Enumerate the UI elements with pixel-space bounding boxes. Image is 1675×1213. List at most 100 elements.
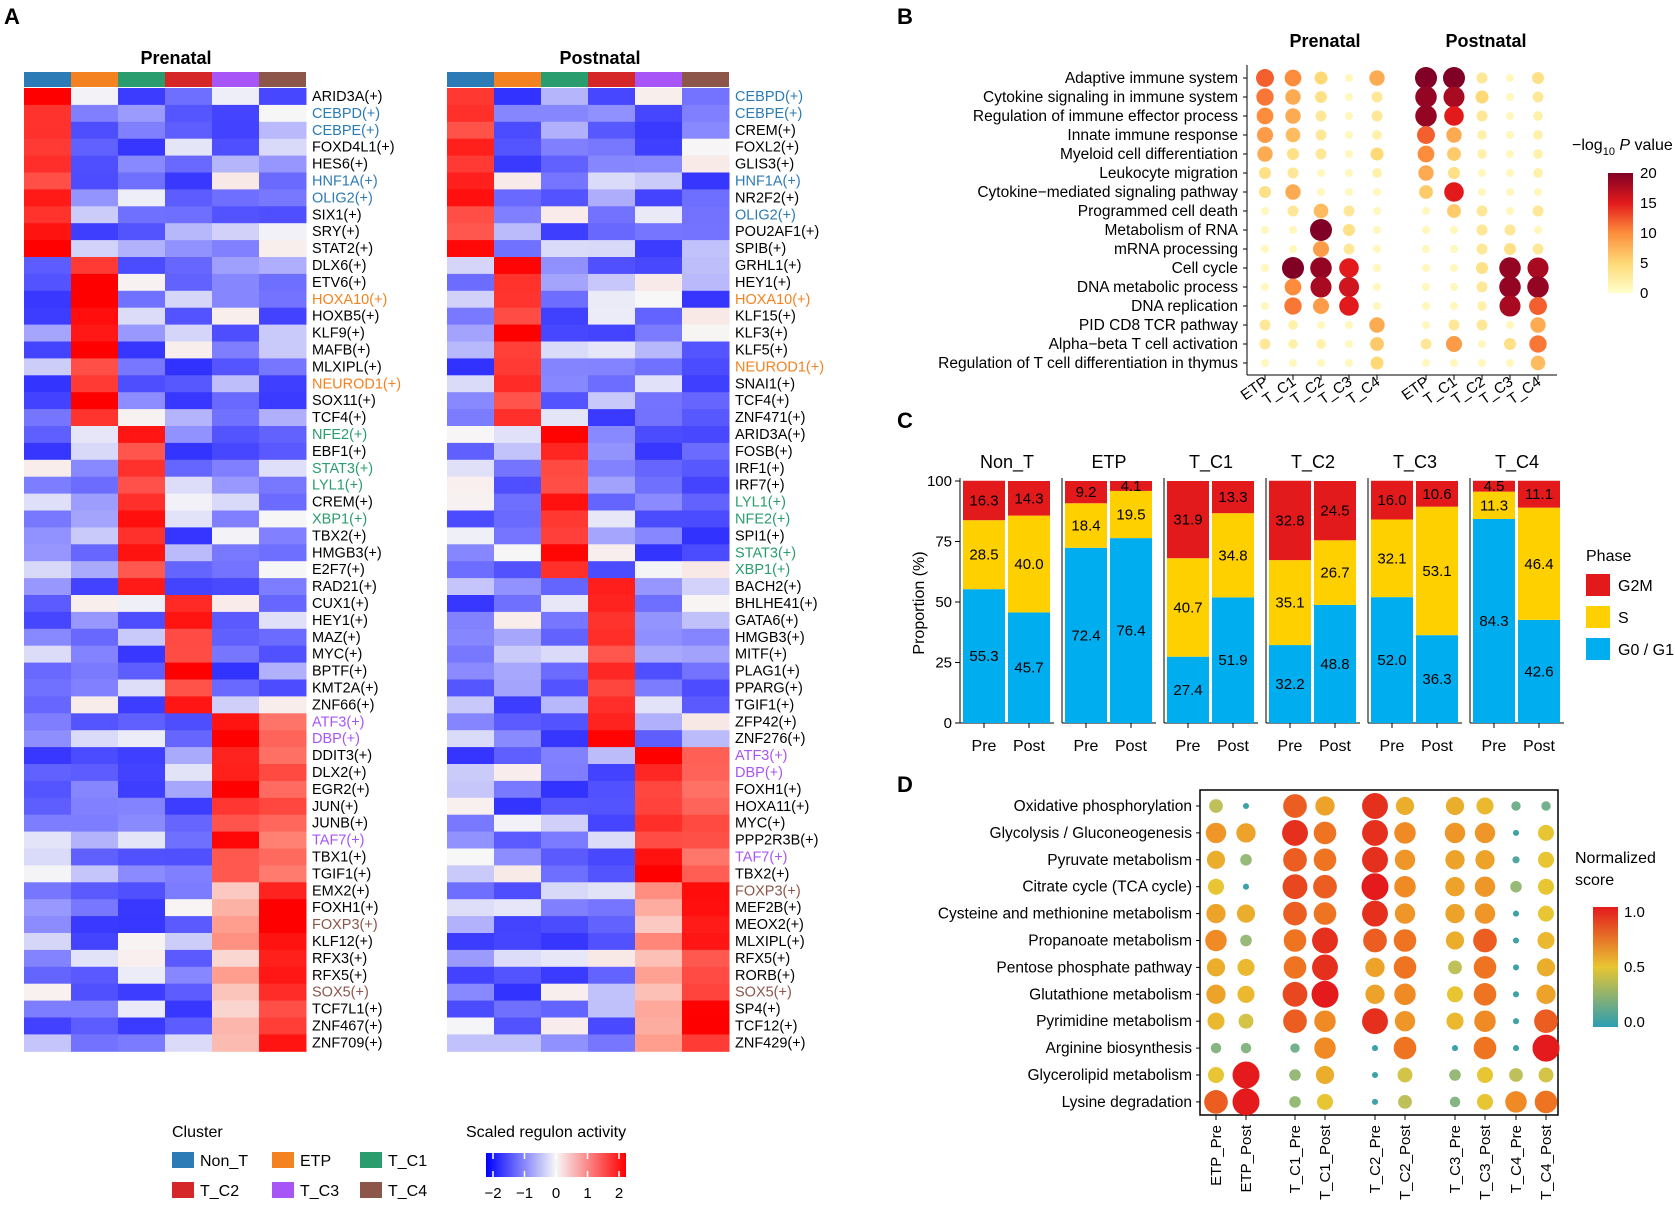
prenatal-heatmap-cell <box>24 1034 72 1052</box>
stacked-xtick-label: Pre <box>1278 738 1303 755</box>
prenatal-heatmap-cell <box>118 104 166 123</box>
prenatal-heatmap-cluster-bar-T_C2 <box>165 72 212 87</box>
prenatal-heatmap-cell <box>212 290 260 309</box>
dotplot-d-dot <box>1282 819 1308 846</box>
postnatal-heatmap-cell <box>588 510 636 528</box>
stacked-xtick-label: Pre <box>1380 738 1405 755</box>
prenatal-heatmap-cell <box>24 88 72 106</box>
postnatal-heatmap-cell <box>682 831 730 849</box>
postnatal-heatmap-row-label: ZFP42(+) <box>735 714 797 730</box>
postnatal-heatmap-row-label: STAT3(+) <box>735 545 796 561</box>
stacked-bar-segment <box>1167 656 1209 723</box>
postnatal-heatmap-row-label: HEY1(+) <box>735 275 791 291</box>
prenatal-heatmap-cell <box>212 375 260 393</box>
prenatal-heatmap-cell <box>212 882 260 900</box>
postnatal-heatmap-cell <box>588 814 636 833</box>
dotplot-b-dot <box>1344 92 1354 102</box>
stacked-xtick-label: Post <box>1421 738 1454 755</box>
postnatal-heatmap-cell <box>541 426 589 444</box>
dotplot-b-dot <box>1285 89 1301 105</box>
postnatal-heatmap-row-label: FOXH1(+) <box>735 782 801 798</box>
postnatal-heatmap-cell <box>541 273 589 292</box>
dotplot-d-dot <box>1477 1093 1493 1110</box>
dotplot-d-dot <box>1242 802 1250 810</box>
dotplot-b-dot <box>1532 243 1544 255</box>
dotplot-b-dot <box>1369 70 1385 86</box>
postnatal-heatmap-cell <box>541 747 589 765</box>
stacked-bar-segment <box>1269 645 1311 723</box>
postnatal-heatmap-cell <box>447 865 495 883</box>
normalized-legend-tick: 1.0 <box>1624 904 1645 921</box>
cluster-legend-label-T_C4: T_C4 <box>388 1183 427 1200</box>
prenatal-heatmap-cell <box>118 611 166 630</box>
postnatal-heatmap-cell <box>682 476 730 495</box>
dotplot-d-dot <box>1398 1095 1412 1109</box>
prenatal-heatmap-cell <box>71 780 119 799</box>
prenatal-heatmap-cell <box>212 595 260 613</box>
postnatal-heatmap-cell <box>494 1000 542 1018</box>
prenatal-heatmap-cell <box>118 493 166 511</box>
dotplot-d-row-label: Propanoate metabolism <box>1028 933 1192 950</box>
prenatal-heatmap-cell <box>24 966 72 985</box>
prenatal-heatmap-cell <box>118 1000 166 1018</box>
postnatal-heatmap-cell <box>541 88 589 106</box>
panel-a-heatmaps: ARID3A(+)CEBPD(+)CEBPE(+)FOXD4L1(+)HES6(… <box>24 72 824 1052</box>
dotplot-b-dot <box>1505 73 1515 83</box>
dotplot-d-col-label: T_C1_Pre <box>1287 1125 1304 1193</box>
dotplot-d-dot <box>1473 928 1497 953</box>
postnatal-heatmap-cell <box>447 172 495 190</box>
dotplot-b-title-prenatal: Prenatal <box>1289 31 1360 51</box>
prenatal-heatmap-cell <box>259 307 307 326</box>
dotplot-d-dot <box>1290 1043 1300 1053</box>
prenatal-heatmap-cell <box>165 1017 213 1035</box>
prenatal-heatmap-cell <box>259 223 307 241</box>
dotplot-d-dot <box>1240 854 1252 866</box>
prenatal-heatmap-cell <box>71 1034 119 1052</box>
dotplot-d-col-label: T_C1_Post <box>1317 1124 1334 1200</box>
prenatal-heatmap-cell <box>118 645 166 664</box>
dotplot-d-dot <box>1232 1061 1260 1089</box>
stacked-bar-label: 76.4 <box>1116 623 1145 640</box>
postnatal-heatmap-cell <box>682 189 730 207</box>
postnatal-heatmap-cell <box>494 747 542 765</box>
prenatal-heatmap-cell <box>118 983 166 1002</box>
prenatal-heatmap-row-label: SRY(+) <box>312 224 360 240</box>
dotplot-d-dot <box>1362 793 1388 819</box>
dotplot-b-dot <box>1529 297 1547 315</box>
prenatal-heatmap-cell <box>71 611 119 630</box>
dotplot-b-dot <box>1260 206 1270 216</box>
postnatal-heatmap-cell <box>494 730 542 748</box>
postnatal-heatmap-cell <box>635 747 683 765</box>
pvalue-legend-title: −log10 P value <box>1572 137 1673 158</box>
prenatal-heatmap-row-label: JUN(+) <box>312 799 358 815</box>
prenatal-heatmap-cell <box>118 848 166 866</box>
postnatal-heatmap-cell <box>447 341 495 359</box>
prenatal-heatmap-cell <box>165 88 213 106</box>
stacked-bar-segment <box>1371 597 1413 723</box>
dotplot-b-dot <box>1531 71 1545 85</box>
postnatal-heatmap-cell <box>588 747 636 765</box>
dotplot-b-dot <box>1256 69 1274 87</box>
prenatal-heatmap-cell <box>118 88 166 106</box>
prenatal-heatmap-cell <box>212 257 260 275</box>
dotplot-b-dot <box>1446 127 1462 143</box>
cluster-legend-label-ETP: ETP <box>300 1153 331 1170</box>
dotplot-d-dot <box>1445 931 1465 950</box>
postnatal-heatmap-cell <box>494 442 542 461</box>
postnatal-heatmap-row-label: HMGB3(+) <box>735 630 805 646</box>
dotplot-d-dot <box>1512 829 1520 836</box>
dotplot-b-dot <box>1344 168 1354 178</box>
prenatal-heatmap-row-label: ATF3(+) <box>312 714 365 730</box>
postnatal-heatmap-row-label: GATA6(+) <box>735 613 799 629</box>
postnatal-heatmap-cell <box>541 764 589 782</box>
prenatal-heatmap-cell <box>165 409 213 427</box>
dotplot-b-dot <box>1310 219 1332 241</box>
prenatal-heatmap-cell <box>71 831 119 849</box>
postnatal-heatmap-cell <box>635 257 683 275</box>
prenatal-heatmap-row-label: TCF4(+) <box>312 410 366 426</box>
cluster-legend-swatch-Non_T <box>172 1152 194 1168</box>
dotplot-b-dot <box>1421 282 1431 292</box>
postnatal-heatmap-cell <box>447 375 495 393</box>
stacked-bar-segment <box>963 520 1005 590</box>
prenatal-heatmap-cell <box>24 611 72 630</box>
